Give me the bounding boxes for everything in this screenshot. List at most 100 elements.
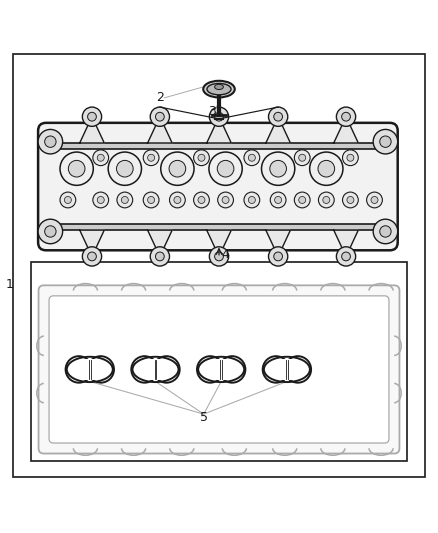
Circle shape (261, 152, 295, 185)
Circle shape (219, 356, 245, 383)
Circle shape (209, 247, 229, 266)
Circle shape (248, 154, 255, 161)
Circle shape (150, 247, 170, 266)
Circle shape (347, 154, 354, 161)
Circle shape (310, 152, 343, 185)
Circle shape (222, 197, 229, 204)
Circle shape (161, 152, 194, 185)
Bar (59, 143, 377, 149)
Circle shape (373, 130, 398, 154)
Circle shape (60, 152, 93, 185)
Circle shape (373, 219, 398, 244)
Ellipse shape (207, 84, 231, 95)
Circle shape (318, 192, 334, 208)
Circle shape (380, 226, 391, 237)
Circle shape (170, 192, 185, 208)
Circle shape (174, 197, 181, 204)
Circle shape (194, 150, 209, 166)
FancyBboxPatch shape (38, 123, 398, 251)
Circle shape (117, 160, 133, 177)
Bar (145, 359, 166, 380)
Circle shape (108, 152, 141, 185)
Circle shape (347, 197, 354, 204)
Circle shape (342, 252, 350, 261)
Circle shape (299, 154, 306, 161)
Polygon shape (266, 117, 290, 143)
Circle shape (143, 192, 159, 208)
Circle shape (218, 192, 233, 208)
Circle shape (131, 356, 158, 383)
Circle shape (274, 252, 283, 261)
Circle shape (336, 107, 356, 126)
Circle shape (93, 192, 109, 208)
Circle shape (153, 356, 180, 383)
Circle shape (198, 154, 205, 161)
Polygon shape (266, 230, 290, 256)
Polygon shape (80, 230, 104, 256)
Polygon shape (334, 230, 358, 256)
Ellipse shape (215, 84, 223, 90)
Circle shape (38, 130, 63, 154)
Circle shape (194, 192, 209, 208)
Text: 5: 5 (200, 411, 208, 424)
Circle shape (93, 150, 109, 166)
Circle shape (169, 160, 186, 177)
Circle shape (82, 247, 102, 266)
Circle shape (371, 197, 378, 204)
Circle shape (198, 197, 205, 204)
Circle shape (148, 154, 155, 161)
Bar (79, 359, 101, 380)
Polygon shape (80, 117, 104, 143)
Circle shape (244, 150, 260, 166)
Circle shape (82, 107, 102, 126)
Circle shape (68, 160, 85, 177)
Bar (210, 359, 232, 380)
Circle shape (215, 112, 223, 121)
Circle shape (318, 160, 335, 177)
Circle shape (88, 356, 114, 383)
Circle shape (60, 192, 76, 208)
Polygon shape (148, 117, 172, 143)
Circle shape (64, 197, 71, 204)
Circle shape (66, 356, 92, 383)
FancyBboxPatch shape (39, 285, 399, 454)
Circle shape (294, 150, 310, 166)
Circle shape (343, 192, 358, 208)
Circle shape (150, 107, 170, 126)
FancyBboxPatch shape (49, 296, 389, 443)
Text: 3: 3 (208, 104, 216, 117)
Circle shape (143, 150, 159, 166)
Circle shape (343, 150, 358, 166)
Circle shape (209, 107, 229, 126)
Bar (31, 262, 407, 462)
Circle shape (294, 192, 310, 208)
Polygon shape (334, 117, 358, 143)
Circle shape (336, 247, 356, 266)
Polygon shape (207, 117, 231, 143)
Polygon shape (148, 230, 172, 256)
Circle shape (38, 219, 63, 244)
Circle shape (97, 154, 104, 161)
Circle shape (197, 356, 223, 383)
Ellipse shape (203, 81, 235, 98)
Circle shape (263, 356, 289, 383)
Circle shape (215, 252, 223, 261)
Bar (276, 359, 298, 380)
Circle shape (275, 197, 282, 204)
Circle shape (88, 252, 96, 261)
Circle shape (88, 112, 96, 121)
Text: 1: 1 (6, 278, 14, 290)
Circle shape (45, 226, 56, 237)
Circle shape (274, 112, 283, 121)
Text: 2: 2 (156, 91, 164, 104)
Circle shape (45, 136, 56, 147)
Circle shape (121, 197, 128, 204)
Circle shape (155, 112, 164, 121)
Circle shape (155, 252, 164, 261)
Circle shape (299, 197, 306, 204)
Circle shape (367, 192, 382, 208)
Circle shape (270, 160, 286, 177)
Circle shape (380, 136, 391, 147)
Circle shape (117, 192, 133, 208)
Text: 4: 4 (221, 248, 229, 261)
